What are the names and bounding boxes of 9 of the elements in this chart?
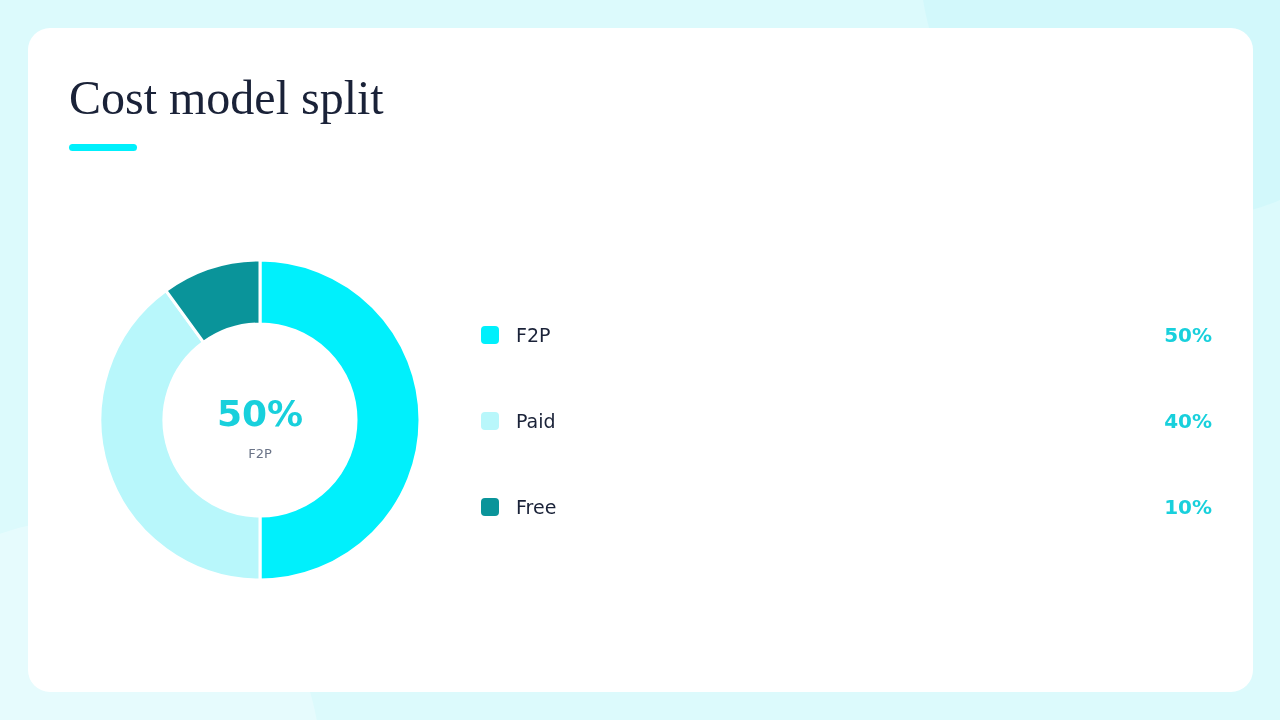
legend-label: Free [516,496,557,518]
legend-label: F2P [516,324,551,346]
legend-label: Paid [516,410,556,432]
text: 50% [216,393,304,434]
data-label: 10% [1164,495,1212,519]
data-label: 40% [1164,409,1212,433]
data-label: 50% [1164,323,1212,347]
chart-title: Cost model split [69,71,385,124]
text: F2P [248,446,272,461]
